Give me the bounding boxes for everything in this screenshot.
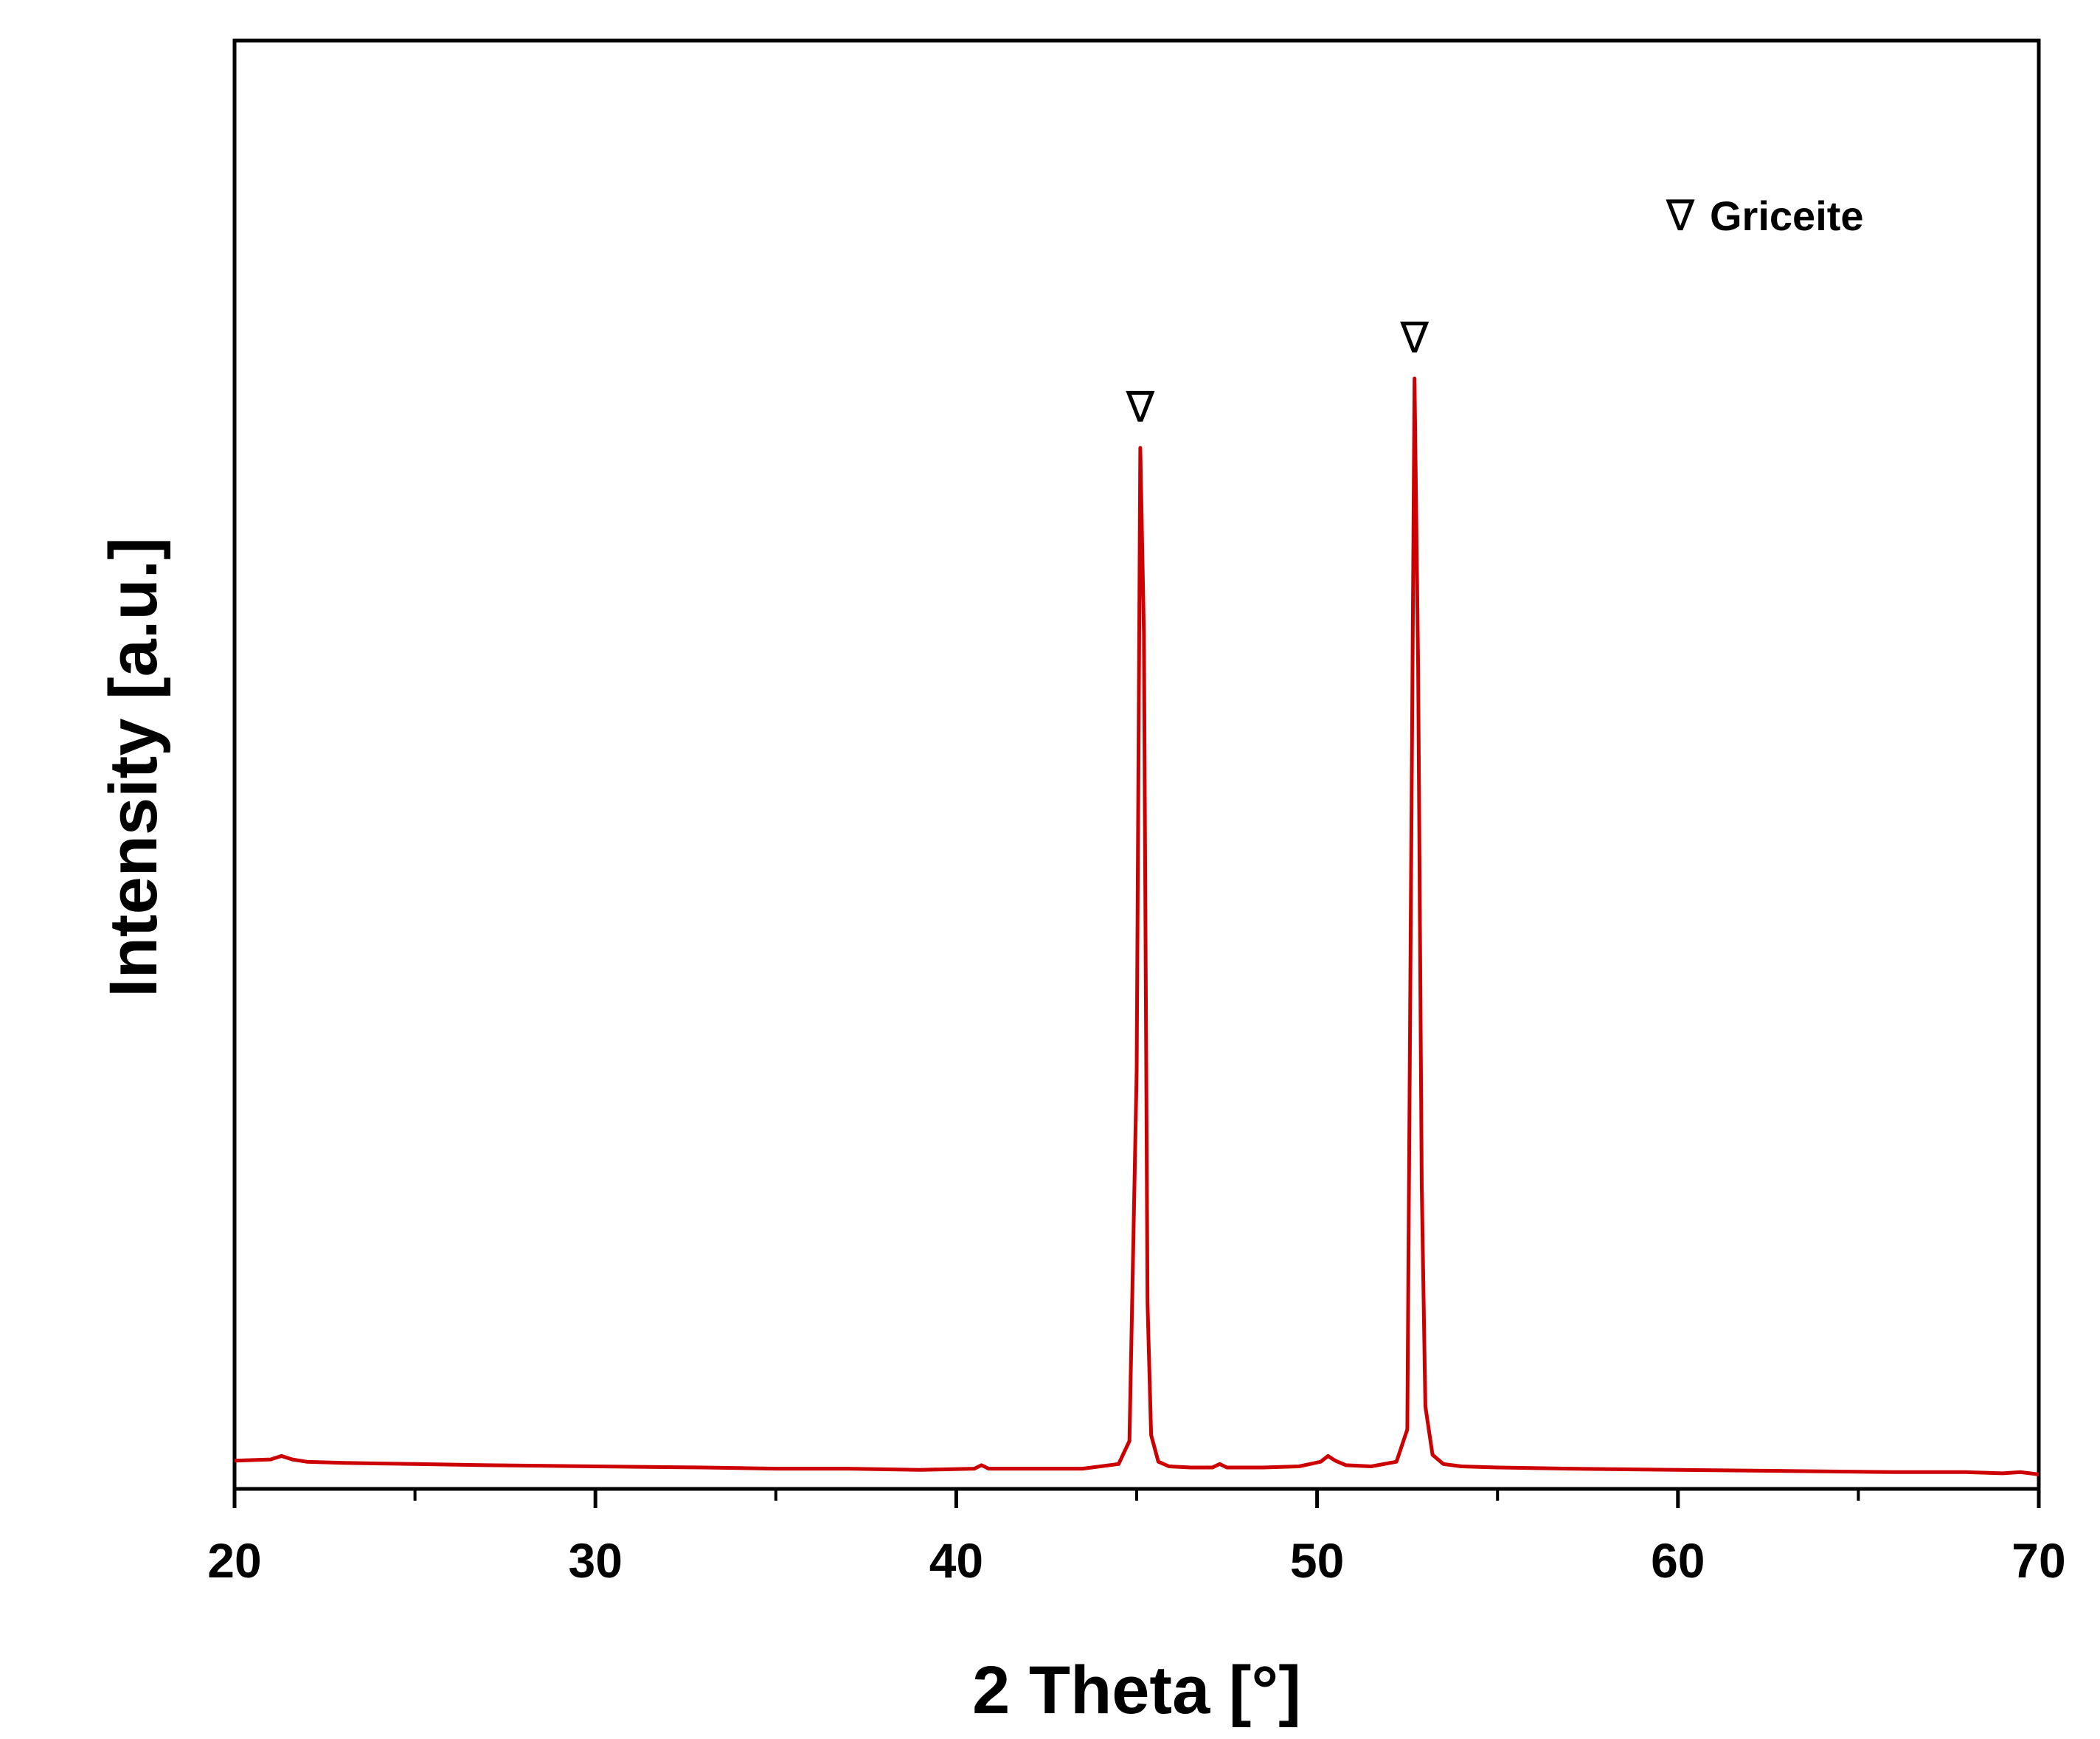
series-line [234,376,2040,1476]
x-tick-label: 60 [1651,1533,1705,1588]
y-axis-title: Intensity [a.u.] [96,537,171,998]
x-tick-label: 40 [929,1533,983,1588]
x-axis-tick-labels: 20 30 40 50 60 70 [207,1533,2065,1588]
x-tick-label: 70 [2011,1533,2065,1588]
legend: ∇ Griceite [1666,190,1864,241]
x-tick-label: 20 [207,1533,261,1588]
peak-marker: ∇ [1399,312,1429,362]
x-axis-title: 2 Theta [°] [972,1653,1301,1728]
legend-marker: ∇ [1666,190,1695,241]
x-tick-label: 50 [1290,1533,1344,1588]
x-tick-label: 30 [568,1533,622,1588]
x-axis-ticks [232,1489,2041,1508]
peak-marker: ∇ [1125,381,1154,432]
peak-markers: ∇∇ [1125,312,1429,432]
legend-label: Griceite [1710,193,1864,239]
